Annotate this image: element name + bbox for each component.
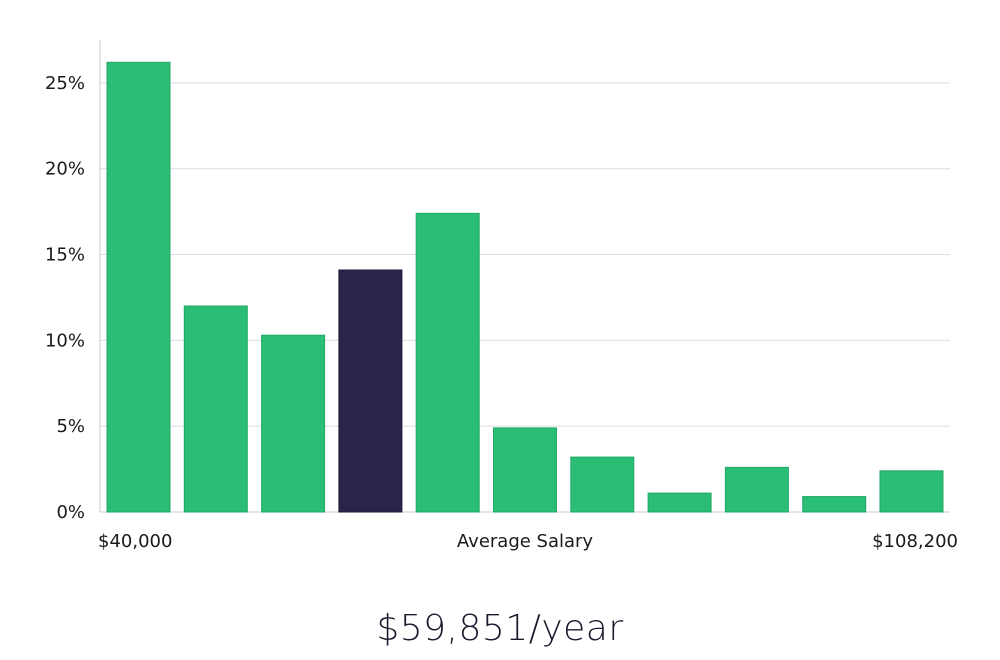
y-tick-label: 20% [45, 159, 85, 180]
y-tick-label: 0% [56, 502, 85, 523]
x-label-max: $108,200 [872, 531, 958, 552]
bar [106, 61, 171, 513]
y-tick-label: 25% [45, 73, 85, 94]
average-salary-value: $59,851/year [376, 608, 624, 649]
bar [183, 305, 248, 513]
histogram-plot: 0% 5% 10% 15% 20% 25% $40,000 Average Salary $10… [45, 40, 958, 552]
x-label-min: $40,000 [98, 531, 172, 552]
x-label-center: Average Salary [457, 531, 594, 552]
bar [261, 334, 326, 513]
bar [415, 212, 480, 513]
bar [879, 470, 944, 513]
bar [570, 456, 635, 513]
bar [802, 496, 867, 513]
y-tick-label: 10% [45, 330, 85, 351]
bar [724, 466, 789, 513]
y-tick-label: 5% [56, 416, 85, 437]
bar [647, 492, 712, 513]
bar-highlighted [338, 269, 403, 513]
bar [493, 427, 557, 513]
y-tick-label: 15% [45, 245, 85, 266]
